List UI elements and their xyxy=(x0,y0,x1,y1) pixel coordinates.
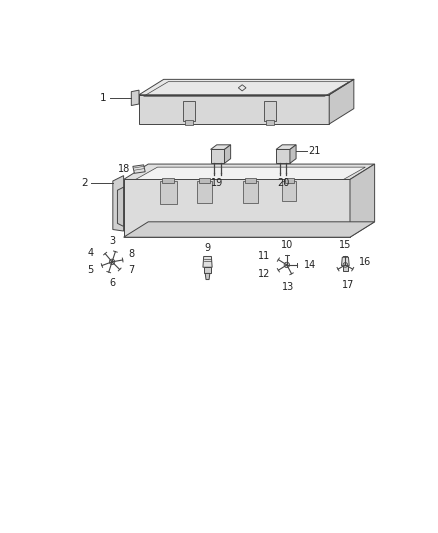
Bar xyxy=(266,120,274,125)
Bar xyxy=(285,178,294,182)
Polygon shape xyxy=(276,145,296,149)
Polygon shape xyxy=(124,222,374,237)
Circle shape xyxy=(110,259,115,264)
Polygon shape xyxy=(276,149,290,163)
Bar xyxy=(185,120,193,125)
Text: 3: 3 xyxy=(109,236,115,246)
Text: 7: 7 xyxy=(128,264,134,274)
Polygon shape xyxy=(211,149,224,163)
Text: 2: 2 xyxy=(81,179,88,188)
Circle shape xyxy=(284,262,290,268)
Text: 10: 10 xyxy=(281,239,293,249)
Text: 21: 21 xyxy=(308,146,321,156)
Text: 15: 15 xyxy=(339,240,352,251)
Bar xyxy=(245,178,256,182)
Text: 14: 14 xyxy=(304,260,316,270)
Text: 8: 8 xyxy=(128,249,134,259)
Polygon shape xyxy=(117,187,124,227)
Text: 6: 6 xyxy=(109,278,115,288)
Text: 4: 4 xyxy=(88,248,94,257)
Polygon shape xyxy=(205,273,210,280)
Polygon shape xyxy=(342,257,349,265)
Bar xyxy=(282,181,296,201)
Polygon shape xyxy=(329,79,354,124)
Polygon shape xyxy=(133,165,145,173)
Bar xyxy=(199,178,210,182)
Polygon shape xyxy=(205,267,211,273)
Circle shape xyxy=(343,263,348,267)
Polygon shape xyxy=(350,164,374,237)
Polygon shape xyxy=(290,145,296,163)
Polygon shape xyxy=(343,265,348,271)
Polygon shape xyxy=(131,90,139,106)
Text: 5: 5 xyxy=(87,264,94,274)
Text: 16: 16 xyxy=(359,257,371,267)
Text: 13: 13 xyxy=(282,282,294,292)
Text: 18: 18 xyxy=(117,165,130,174)
Text: 1: 1 xyxy=(100,93,107,103)
Text: 20: 20 xyxy=(277,178,289,188)
Bar xyxy=(183,101,195,121)
Bar xyxy=(160,181,177,204)
Polygon shape xyxy=(211,145,231,149)
Bar xyxy=(264,101,276,121)
Bar xyxy=(197,181,212,203)
Polygon shape xyxy=(224,145,231,163)
Polygon shape xyxy=(139,79,354,95)
Text: 11: 11 xyxy=(258,252,270,262)
Bar xyxy=(162,178,174,182)
Polygon shape xyxy=(113,175,124,231)
Polygon shape xyxy=(124,164,374,180)
Text: 19: 19 xyxy=(212,178,224,188)
Polygon shape xyxy=(124,180,350,237)
Text: 17: 17 xyxy=(342,280,355,289)
Polygon shape xyxy=(133,167,365,181)
Bar xyxy=(243,181,258,203)
Polygon shape xyxy=(139,95,329,124)
Polygon shape xyxy=(203,256,212,267)
Text: 12: 12 xyxy=(258,269,270,279)
Text: 9: 9 xyxy=(205,243,211,253)
